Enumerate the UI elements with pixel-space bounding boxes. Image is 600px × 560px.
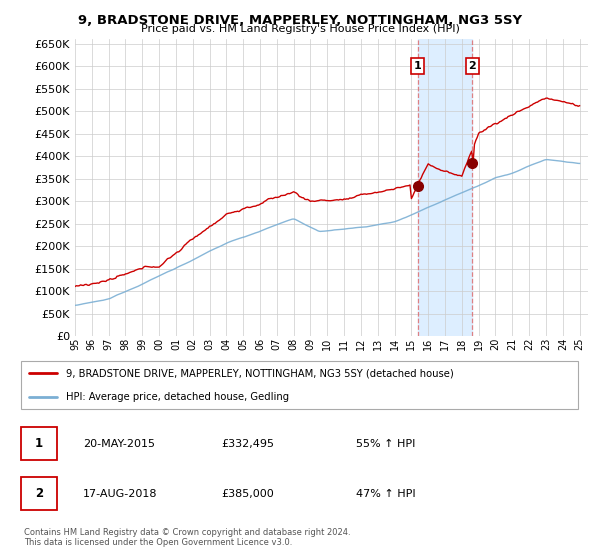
Text: 55% ↑ HPI: 55% ↑ HPI xyxy=(356,438,416,449)
Text: HPI: Average price, detached house, Gedling: HPI: Average price, detached house, Gedl… xyxy=(66,391,289,402)
Text: This data is licensed under the Open Government Licence v3.0.: This data is licensed under the Open Gov… xyxy=(24,538,292,547)
Text: 17-AUG-2018: 17-AUG-2018 xyxy=(83,489,157,498)
Text: Contains HM Land Registry data © Crown copyright and database right 2024.: Contains HM Land Registry data © Crown c… xyxy=(24,528,350,536)
Text: 2: 2 xyxy=(469,61,476,71)
Text: 20-MAY-2015: 20-MAY-2015 xyxy=(83,438,155,449)
Text: £332,495: £332,495 xyxy=(221,438,274,449)
Text: 9, BRADSTONE DRIVE, MAPPERLEY, NOTTINGHAM, NG3 5SY (detached house): 9, BRADSTONE DRIVE, MAPPERLEY, NOTTINGHA… xyxy=(66,368,454,379)
Text: Price paid vs. HM Land Registry's House Price Index (HPI): Price paid vs. HM Land Registry's House … xyxy=(140,24,460,34)
Text: 9, BRADSTONE DRIVE, MAPPERLEY, NOTTINGHAM, NG3 5SY: 9, BRADSTONE DRIVE, MAPPERLEY, NOTTINGHA… xyxy=(78,14,522,27)
Text: 1: 1 xyxy=(35,437,43,450)
Text: 1: 1 xyxy=(414,61,422,71)
FancyBboxPatch shape xyxy=(21,361,578,409)
Text: £385,000: £385,000 xyxy=(221,489,274,498)
Text: 2: 2 xyxy=(35,487,43,500)
FancyBboxPatch shape xyxy=(21,427,58,460)
Bar xyxy=(418,39,472,336)
Text: 47% ↑ HPI: 47% ↑ HPI xyxy=(356,489,416,498)
FancyBboxPatch shape xyxy=(21,477,58,510)
